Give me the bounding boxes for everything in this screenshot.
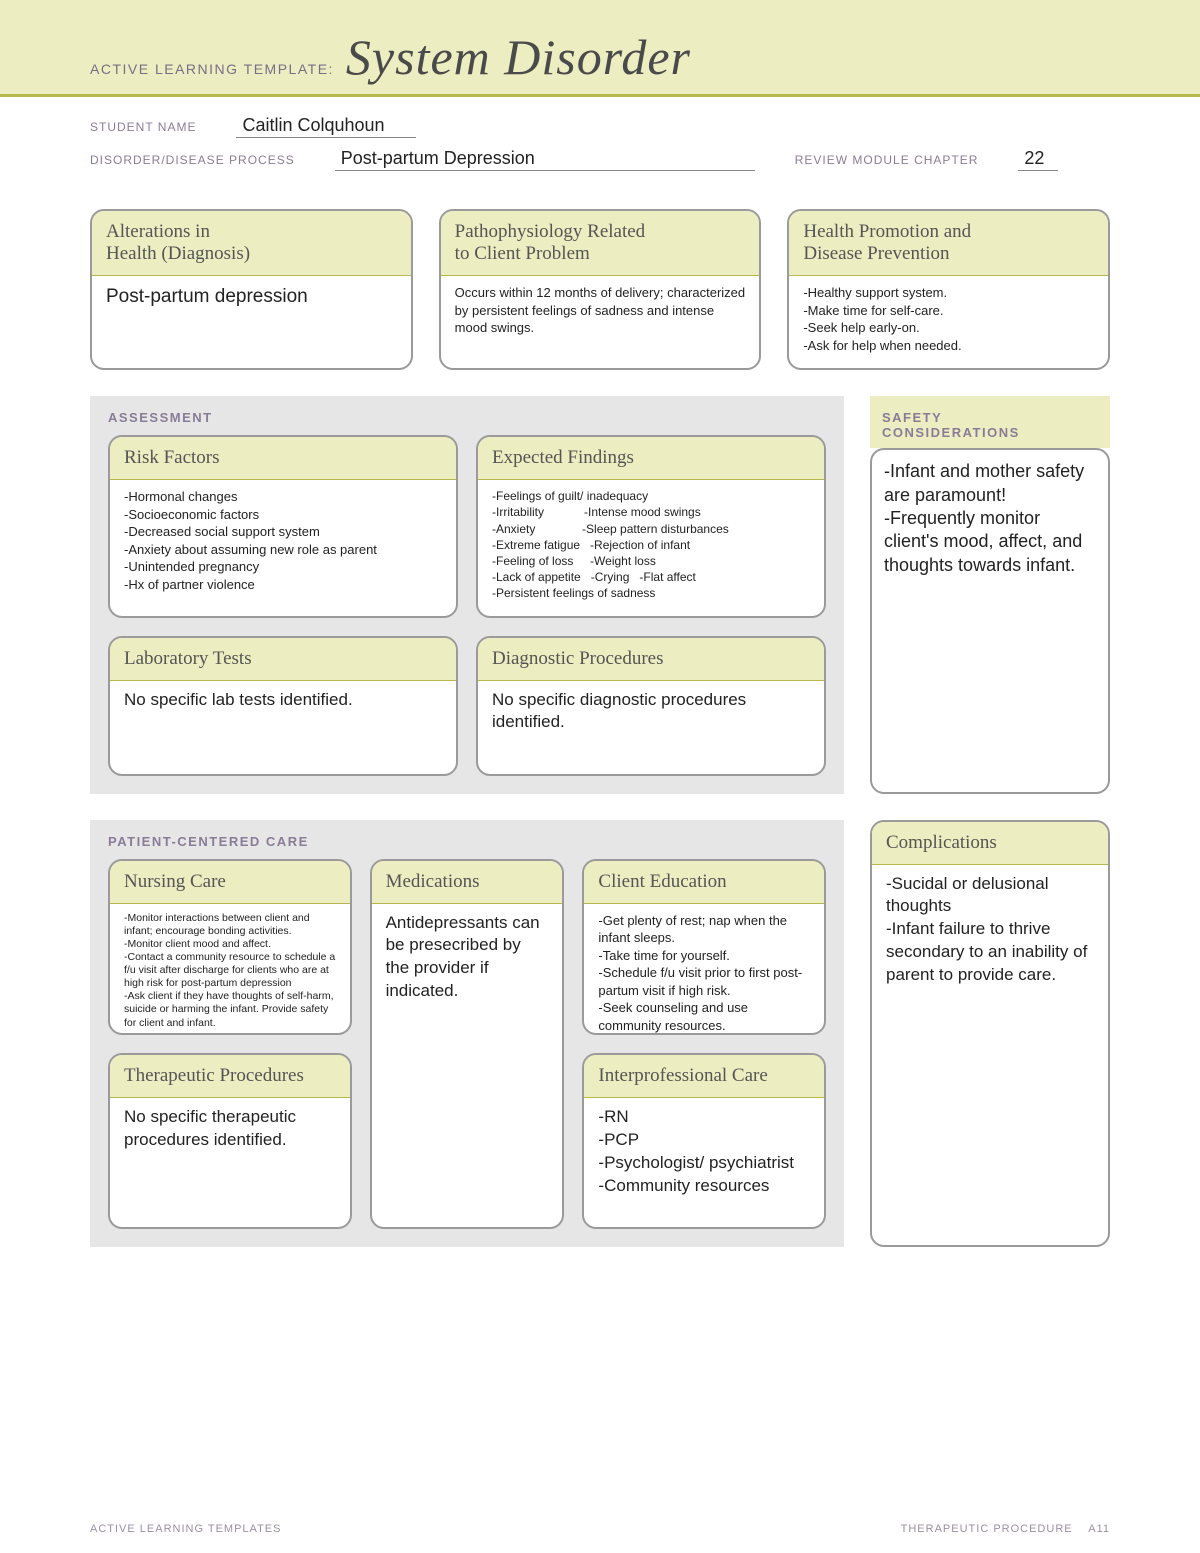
- pcc-col-2: Medications Antidepressants can be prese…: [370, 859, 565, 1230]
- assessment-grid: Risk Factors -Hormonal changes -Socioeco…: [108, 435, 826, 775]
- assessment-label: ASSESSMENT: [108, 410, 826, 425]
- card-interprofessional-care-title: Interprofessional Care: [584, 1055, 824, 1098]
- safety-column: SAFETY CONSIDERATIONS -Infant and mother…: [870, 396, 1110, 793]
- pcc-grid: Nursing Care -Monitor interactions betwe…: [108, 859, 826, 1230]
- card-safety-body: -Infant and mother safety are paramount!…: [870, 448, 1110, 793]
- student-name-label: STUDENT NAME: [90, 120, 196, 134]
- header-band: ACTIVE LEARNING TEMPLATE: System Disorde…: [0, 0, 1200, 97]
- chapter-label: REVIEW MODULE CHAPTER: [795, 153, 979, 167]
- card-expected-findings-body: -Feelings of guilt/ inadequacy -Irritabi…: [478, 480, 824, 615]
- page-title: System Disorder: [346, 28, 691, 86]
- card-expected-findings-title: Expected Findings: [478, 437, 824, 480]
- chapter-value: 22: [1018, 148, 1058, 171]
- card-complications-body: -Sucidal or delusional thoughts -Infant …: [872, 865, 1108, 1246]
- safety-label-wrap: SAFETY CONSIDERATIONS: [870, 396, 1110, 448]
- page: ACTIVE LEARNING TEMPLATE: System Disorde…: [0, 0, 1200, 1313]
- pcc-label: PATIENT-CENTERED CARE: [108, 834, 826, 849]
- card-therapeutic-procedures-title: Therapeutic Procedures: [110, 1055, 350, 1098]
- card-diagnostic-procedures-body: No specific diagnostic procedures identi…: [478, 681, 824, 749]
- header-line: ACTIVE LEARNING TEMPLATE: System Disorde…: [90, 28, 1110, 86]
- card-risk-factors-body: -Hormonal changes -Socioeconomic factors…: [110, 480, 456, 607]
- card-client-education-body: -Get plenty of rest; nap when the infant…: [584, 904, 824, 1035]
- card-lab-tests-body: No specific lab tests identified.: [110, 681, 456, 726]
- card-nursing-care-title: Nursing Care: [110, 861, 350, 904]
- footer-page-number: A11: [1088, 1523, 1110, 1535]
- card-client-education: Client Education -Get plenty of rest; na…: [582, 859, 826, 1035]
- card-diagnostic-procedures-title: Diagnostic Procedures: [478, 638, 824, 681]
- pcc-col-3: Client Education -Get plenty of rest; na…: [582, 859, 826, 1230]
- complications-column: Complications -Sucidal or delusional tho…: [870, 820, 1110, 1248]
- disorder-value: Post-partum Depression: [335, 148, 755, 171]
- footer-right: THERAPEUTIC PROCEDURE A11: [901, 1523, 1110, 1535]
- student-name-value: Caitlin Colquhoun: [236, 115, 416, 138]
- pcc-section-row: PATIENT-CENTERED CARE Nursing Care -Moni…: [90, 820, 1110, 1248]
- card-complications-title: Complications: [872, 822, 1108, 865]
- assessment-panel: ASSESSMENT Risk Factors -Hormonal change…: [90, 396, 844, 793]
- card-pathophysiology-title: Pathophysiology Related to Client Proble…: [441, 211, 760, 276]
- meta-row-student: STUDENT NAME Caitlin Colquhoun: [90, 115, 1110, 138]
- top-card-row: Alterations in Health (Diagnosis) Post-p…: [90, 209, 1110, 370]
- card-health-promotion: Health Promotion and Disease Prevention …: [787, 209, 1110, 370]
- card-pathophysiology: Pathophysiology Related to Client Proble…: [439, 209, 762, 370]
- card-lab-tests-title: Laboratory Tests: [110, 638, 456, 681]
- card-medications: Medications Antidepressants can be prese…: [370, 859, 565, 1230]
- card-alterations-body: Post-partum depression: [92, 276, 411, 324]
- card-risk-factors: Risk Factors -Hormonal changes -Socioeco…: [108, 435, 458, 617]
- meta-block: STUDENT NAME Caitlin Colquhoun DISORDER/…: [0, 97, 1200, 191]
- card-therapeutic-procedures-body: No specific therapeutic procedures ident…: [110, 1098, 350, 1166]
- meta-row-disorder: DISORDER/DISEASE PROCESS Post-partum Dep…: [90, 148, 1110, 171]
- card-alterations: Alterations in Health (Diagnosis) Post-p…: [90, 209, 413, 370]
- footer: ACTIVE LEARNING TEMPLATES THERAPEUTIC PR…: [90, 1523, 1110, 1535]
- template-label: ACTIVE LEARNING TEMPLATE:: [90, 61, 334, 77]
- card-alterations-title: Alterations in Health (Diagnosis): [92, 211, 411, 276]
- safety-label: SAFETY CONSIDERATIONS: [882, 410, 1098, 440]
- card-nursing-care-body: -Monitor interactions between client and…: [110, 904, 350, 1035]
- card-medications-body: Antidepressants can be presecribed by th…: [372, 904, 563, 1018]
- card-interprofessional-care-body: -RN -PCP -Psychologist/ psychiatrist -Co…: [584, 1098, 824, 1212]
- card-health-promotion-title: Health Promotion and Disease Prevention: [789, 211, 1108, 276]
- card-risk-factors-title: Risk Factors: [110, 437, 456, 480]
- card-therapeutic-procedures: Therapeutic Procedures No specific thera…: [108, 1053, 352, 1229]
- card-complications: Complications -Sucidal or delusional tho…: [870, 820, 1110, 1248]
- card-nursing-care: Nursing Care -Monitor interactions betwe…: [108, 859, 352, 1035]
- pcc-panel: PATIENT-CENTERED CARE Nursing Care -Moni…: [90, 820, 844, 1248]
- pcc-col-1: Nursing Care -Monitor interactions betwe…: [108, 859, 352, 1230]
- content-area: Alterations in Health (Diagnosis) Post-p…: [0, 209, 1200, 1247]
- card-pathophysiology-body: Occurs within 12 months of delivery; cha…: [441, 276, 760, 351]
- card-medications-title: Medications: [372, 861, 563, 904]
- card-client-education-title: Client Education: [584, 861, 824, 904]
- card-expected-findings: Expected Findings -Feelings of guilt/ in…: [476, 435, 826, 617]
- footer-left: ACTIVE LEARNING TEMPLATES: [90, 1523, 281, 1535]
- assessment-section-row: ASSESSMENT Risk Factors -Hormonal change…: [90, 396, 1110, 793]
- footer-right-label: THERAPEUTIC PROCEDURE: [901, 1523, 1073, 1535]
- card-lab-tests: Laboratory Tests No specific lab tests i…: [108, 636, 458, 776]
- card-interprofessional-care: Interprofessional Care -RN -PCP -Psychol…: [582, 1053, 826, 1229]
- card-health-promotion-body: -Healthy support system. -Make time for …: [789, 276, 1108, 368]
- card-diagnostic-procedures: Diagnostic Procedures No specific diagno…: [476, 636, 826, 776]
- disorder-label: DISORDER/DISEASE PROCESS: [90, 153, 295, 167]
